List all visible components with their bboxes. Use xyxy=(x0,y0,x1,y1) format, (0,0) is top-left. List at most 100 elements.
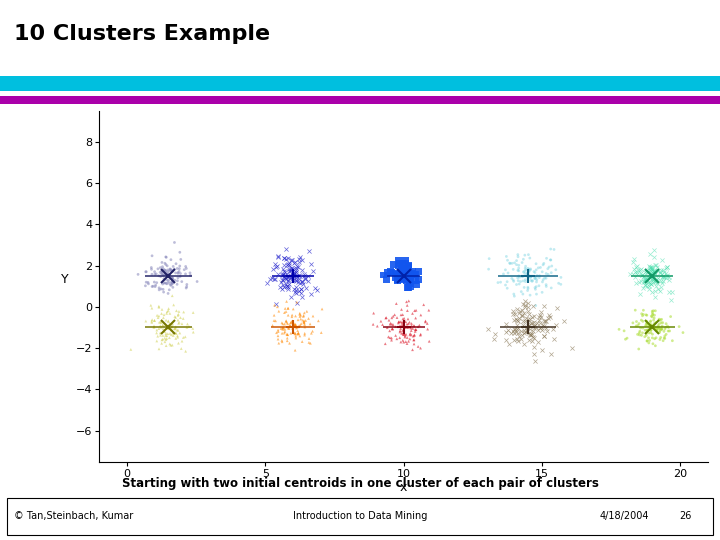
Point xyxy=(634,266,646,275)
Point xyxy=(145,263,157,272)
Point xyxy=(163,324,174,333)
Point xyxy=(286,313,297,321)
Point xyxy=(145,265,157,274)
Point xyxy=(294,332,305,340)
Point xyxy=(270,316,282,325)
Point xyxy=(382,268,394,277)
Point xyxy=(165,281,176,289)
Point xyxy=(282,330,293,339)
Point xyxy=(523,267,535,276)
Point xyxy=(291,299,302,308)
Point xyxy=(391,313,402,322)
Point xyxy=(305,260,316,268)
Point xyxy=(404,335,415,343)
Point xyxy=(401,320,413,328)
Point xyxy=(524,291,536,300)
Point xyxy=(289,329,300,338)
Point xyxy=(539,274,550,282)
Point xyxy=(285,329,297,338)
Point xyxy=(405,326,417,335)
Point xyxy=(524,254,536,262)
Point xyxy=(164,309,176,318)
Point xyxy=(282,323,294,332)
Point xyxy=(173,319,184,328)
Point xyxy=(288,269,300,278)
Point xyxy=(532,338,544,347)
Point xyxy=(515,277,526,286)
Point xyxy=(264,275,276,284)
Point xyxy=(274,283,286,292)
Point xyxy=(408,336,420,345)
Point xyxy=(518,317,529,326)
Point xyxy=(512,252,523,261)
Point xyxy=(518,268,529,276)
Point xyxy=(170,313,181,322)
Point xyxy=(150,329,162,338)
Point xyxy=(151,311,163,320)
Point xyxy=(161,324,173,333)
Point xyxy=(517,272,528,281)
Point xyxy=(500,266,511,274)
Point xyxy=(275,324,287,333)
Point xyxy=(267,321,279,330)
Point xyxy=(513,331,525,340)
Point xyxy=(649,270,661,279)
Point xyxy=(389,310,400,319)
Point xyxy=(292,262,303,271)
Point xyxy=(647,263,658,272)
Point xyxy=(164,319,176,328)
Point xyxy=(390,269,401,278)
Point xyxy=(653,325,665,333)
Point xyxy=(400,332,411,340)
Point xyxy=(277,281,289,290)
Point xyxy=(513,272,525,280)
Point xyxy=(657,266,669,274)
Point xyxy=(282,334,293,342)
Point xyxy=(390,322,401,331)
Point xyxy=(513,280,525,288)
Point xyxy=(634,328,645,337)
Point xyxy=(173,339,184,347)
Point xyxy=(531,290,542,299)
Point xyxy=(187,308,199,317)
Point xyxy=(396,329,408,338)
Point xyxy=(636,312,648,320)
Point xyxy=(184,271,196,280)
Point xyxy=(655,319,667,327)
Point xyxy=(280,255,292,264)
Point xyxy=(518,283,530,292)
Point xyxy=(278,283,289,292)
Point xyxy=(639,268,651,276)
Point xyxy=(518,321,529,329)
Point xyxy=(153,313,164,322)
Point xyxy=(534,323,546,332)
Point xyxy=(631,321,642,330)
Point xyxy=(290,275,302,284)
Point xyxy=(157,331,168,340)
Point xyxy=(156,269,167,278)
Point xyxy=(510,280,522,289)
Point xyxy=(541,326,553,335)
Point xyxy=(628,254,639,263)
Point xyxy=(391,334,402,343)
Point xyxy=(519,328,531,336)
Point xyxy=(401,298,413,306)
Point xyxy=(382,333,394,341)
Point xyxy=(423,337,435,346)
Point xyxy=(642,337,653,346)
Point xyxy=(156,267,167,276)
Point xyxy=(277,271,289,279)
Point xyxy=(415,331,426,340)
Point xyxy=(386,334,397,342)
Point xyxy=(140,281,151,290)
Point xyxy=(280,317,292,326)
Point xyxy=(512,250,523,259)
Point xyxy=(642,266,653,275)
Point xyxy=(538,317,549,326)
Point xyxy=(159,279,171,287)
Point xyxy=(508,335,520,344)
Point xyxy=(523,321,535,329)
Point xyxy=(289,265,301,274)
Point xyxy=(291,277,302,286)
Point xyxy=(519,303,531,312)
